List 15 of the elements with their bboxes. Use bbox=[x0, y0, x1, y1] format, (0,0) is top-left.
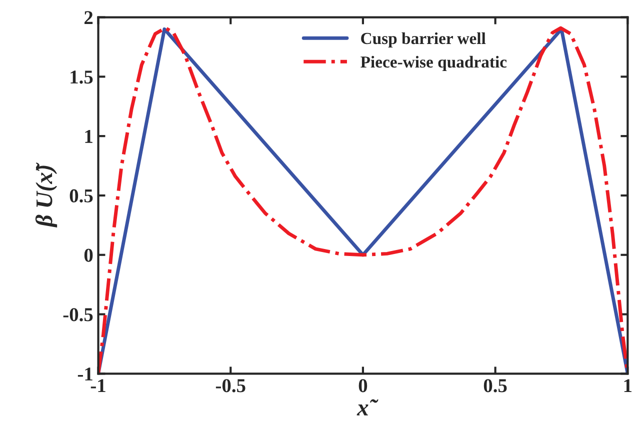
y-tick-label: 1.5 bbox=[70, 70, 93, 84]
legend-label: Piece-wise quadratic bbox=[360, 56, 507, 72]
y-tick-label: 0.5 bbox=[70, 189, 93, 203]
y-tick-label: 0 bbox=[84, 248, 93, 262]
y-tick-label: 2 bbox=[84, 11, 93, 24]
y-axis-title: β U(x̃) bbox=[35, 162, 58, 228]
y-tick-label: -1 bbox=[78, 368, 92, 380]
x-tick-label: -0.5 bbox=[216, 379, 246, 392]
y-tick-label: -0.5 bbox=[63, 308, 93, 322]
x-tick-label: 1 bbox=[624, 379, 632, 392]
legend-label: Cusp barrier well bbox=[361, 32, 486, 48]
x-axis-title: x̃ bbox=[356, 399, 378, 416]
x-tick-label: 0 bbox=[358, 379, 368, 392]
x-tick-label: 0.5 bbox=[484, 379, 507, 392]
y-tick-label: 1 bbox=[85, 130, 92, 143]
